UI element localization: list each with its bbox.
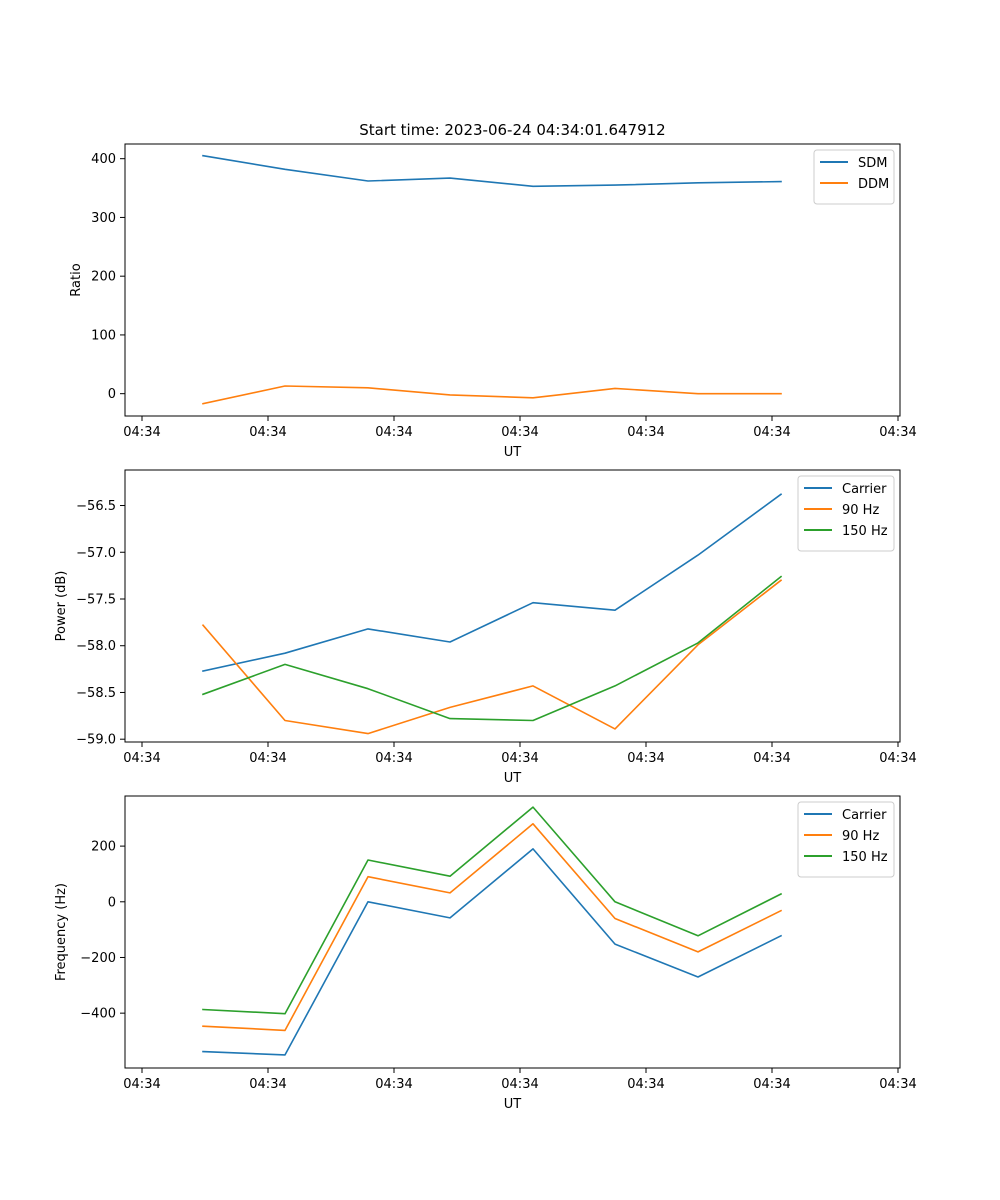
legend-label: 90 Hz bbox=[842, 503, 879, 518]
x-tick-label: 04:34 bbox=[627, 1077, 664, 1092]
legend-box bbox=[797, 475, 895, 552]
series-line-150-hz bbox=[202, 806, 783, 1015]
y-tick-label: 200 bbox=[91, 840, 116, 855]
y-axis-label: Power (dB) bbox=[54, 571, 69, 642]
y-tick-label: −57.0 bbox=[76, 546, 116, 561]
x-axis-label: UT bbox=[504, 1097, 522, 1112]
legend-label: DDM bbox=[858, 177, 889, 192]
y-tick-label: −400 bbox=[80, 1007, 116, 1022]
x-tick-label: 04:34 bbox=[375, 751, 412, 766]
y-tick-label: 400 bbox=[91, 152, 116, 167]
x-tick-label: 04:34 bbox=[249, 425, 286, 440]
x-tick-label: 04:34 bbox=[627, 425, 664, 440]
x-axis-label: UT bbox=[504, 445, 522, 460]
chart-title: Start time: 2023-06-24 04:34:01.647912 bbox=[359, 121, 665, 139]
series-line-90-hz bbox=[202, 822, 783, 1032]
series-line-ddm bbox=[202, 385, 782, 405]
x-tick-label: 04:34 bbox=[249, 751, 286, 766]
y-tick-label: −57.5 bbox=[76, 592, 116, 607]
y-axis-label: Ratio bbox=[69, 263, 84, 296]
x-tick-label: 04:34 bbox=[249, 1077, 286, 1092]
series-line-sdm bbox=[202, 154, 782, 188]
legend-label: Carrier bbox=[842, 808, 887, 823]
y-tick-label: −59.0 bbox=[76, 733, 116, 748]
x-tick-label: 04:34 bbox=[627, 751, 664, 766]
series-line-150-hz bbox=[201, 575, 783, 722]
x-tick-label: 04:34 bbox=[879, 425, 916, 440]
x-tick-label: 04:34 bbox=[123, 425, 160, 440]
legend-box bbox=[813, 149, 895, 205]
legend: Carrier 90 Hz 150 Hz bbox=[797, 801, 895, 878]
x-tick-label: 04:34 bbox=[501, 425, 538, 440]
legend: SDM DDM bbox=[813, 149, 895, 205]
series-line-carrier bbox=[202, 848, 783, 1056]
x-tick-label: 04:34 bbox=[123, 1077, 160, 1092]
y-axis-label: Frequency (Hz) bbox=[54, 883, 69, 981]
x-tick-label: 04:34 bbox=[123, 751, 160, 766]
x-tick-label: 04:34 bbox=[879, 1077, 916, 1092]
y-tick-label: −58.0 bbox=[76, 639, 116, 654]
chart-panel-1: Start time: 2023-06-24 04:34:01.64791204… bbox=[69, 121, 917, 460]
legend-label: Carrier bbox=[842, 482, 887, 497]
chart-panel-2: 04:34 04:34 04:34 04:34 04:34 04:34 04:34 UT −59… bbox=[54, 469, 917, 786]
x-tick-label: 04:34 bbox=[375, 425, 412, 440]
legend-label: SDM bbox=[858, 156, 887, 171]
x-axis-label: UT bbox=[504, 771, 522, 786]
x-tick-label: 04:34 bbox=[753, 425, 790, 440]
x-tick-label: 04:34 bbox=[501, 751, 538, 766]
legend-label: 150 Hz bbox=[842, 524, 888, 539]
y-tick-label: 300 bbox=[91, 211, 116, 226]
legend-label: 150 Hz bbox=[842, 850, 888, 865]
y-tick-label: −58.5 bbox=[76, 686, 116, 701]
axes-frame bbox=[124, 795, 901, 1069]
y-tick-label: 0 bbox=[108, 387, 116, 402]
series-line-90-hz bbox=[201, 579, 783, 735]
x-tick-label: 04:34 bbox=[501, 1077, 538, 1092]
y-tick-label: −200 bbox=[80, 951, 116, 966]
legend: Carrier 90 Hz 150 Hz bbox=[797, 475, 895, 552]
axes-frame bbox=[124, 469, 901, 743]
chart-panel-3: 04:34 04:34 04:34 04:34 04:34 04:34 04:34 UT −40… bbox=[54, 795, 917, 1112]
x-tick-label: 04:34 bbox=[753, 751, 790, 766]
legend-box bbox=[797, 801, 895, 878]
x-tick-label: 04:34 bbox=[753, 1077, 790, 1092]
y-tick-label: 200 bbox=[91, 270, 116, 285]
legend-label: 90 Hz bbox=[842, 829, 879, 844]
x-tick-label: 04:34 bbox=[375, 1077, 412, 1092]
x-tick-label: 04:34 bbox=[879, 751, 916, 766]
y-tick-label: −56.5 bbox=[76, 499, 116, 514]
axes-frame bbox=[124, 143, 901, 417]
y-tick-label: 100 bbox=[91, 328, 116, 343]
series-line-carrier bbox=[202, 493, 783, 672]
y-tick-label: 0 bbox=[108, 895, 116, 910]
